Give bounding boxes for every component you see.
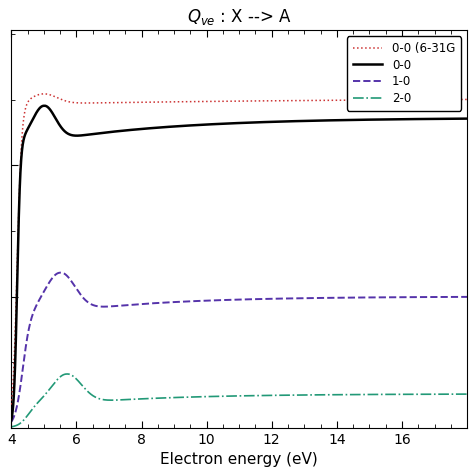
2-0	[88, 391, 93, 397]
0-0 (6-31G	[203, 99, 209, 104]
0-0 (6-31G	[88, 100, 93, 106]
1-0	[203, 298, 209, 303]
0-0 (6-31G	[464, 97, 470, 102]
0-0 (6-31G	[9, 402, 14, 408]
0-0	[61, 127, 66, 133]
2-0	[456, 392, 461, 397]
Line: 0-0 (6-31G: 0-0 (6-31G	[11, 94, 467, 405]
0-0	[456, 116, 461, 121]
1-0	[61, 270, 66, 276]
2-0	[183, 394, 189, 400]
1-0	[456, 294, 461, 300]
0-0 (6-31G	[41, 91, 47, 97]
1-0	[58, 270, 64, 275]
2-0	[64, 371, 70, 377]
2-0	[61, 372, 66, 378]
0-0 (6-31G	[183, 99, 189, 105]
1-0	[464, 294, 470, 300]
2-0	[203, 394, 209, 400]
0-0	[406, 116, 412, 122]
Title: $Q_{ve}$ : X --> A: $Q_{ve}$ : X --> A	[187, 7, 292, 27]
0-0	[42, 103, 47, 109]
0-0	[464, 116, 470, 121]
0-0 (6-31G	[61, 97, 66, 103]
0-0 (6-31G	[406, 97, 412, 102]
Line: 2-0: 2-0	[11, 374, 467, 427]
1-0	[406, 294, 412, 300]
0-0	[9, 417, 14, 423]
2-0	[464, 391, 470, 397]
X-axis label: Electron energy (eV): Electron energy (eV)	[160, 452, 318, 467]
0-0	[183, 123, 189, 128]
0-0 (6-31G	[456, 97, 461, 102]
0-0	[203, 122, 209, 128]
0-0	[88, 131, 93, 137]
Legend: 0-0 (6-31G, 0-0, 1-0, 2-0: 0-0 (6-31G, 0-0, 1-0, 2-0	[347, 36, 461, 110]
1-0	[88, 301, 93, 307]
Line: 1-0: 1-0	[11, 273, 467, 422]
Line: 0-0: 0-0	[11, 106, 467, 420]
2-0	[406, 392, 412, 397]
1-0	[9, 419, 14, 425]
2-0	[9, 424, 14, 429]
1-0	[183, 299, 189, 304]
